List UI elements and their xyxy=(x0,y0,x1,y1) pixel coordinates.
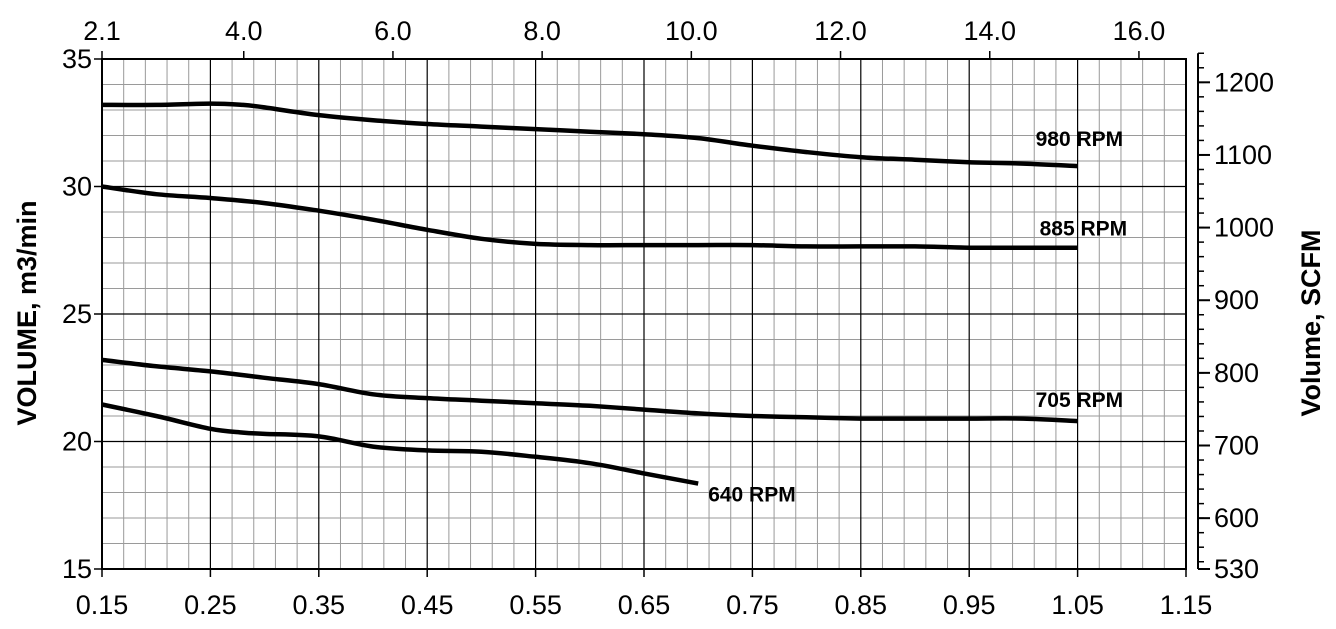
right-tick-label: 700 xyxy=(1214,431,1259,461)
series-line-885-rpm xyxy=(101,184,1078,251)
left-axis-ticks: 15 20 25 30 35 xyxy=(62,44,102,584)
top-tick-label: 8.0 xyxy=(523,16,561,46)
x-tick-label: 0.75 xyxy=(726,590,779,620)
top-tick-label: 14.0 xyxy=(963,16,1016,46)
series-layer xyxy=(101,101,1078,486)
y-tick-label: 15 xyxy=(62,554,92,584)
top-tick-label: 10.0 xyxy=(665,16,718,46)
y-tick-label: 20 xyxy=(62,427,92,457)
top-tick-label: 12.0 xyxy=(814,16,867,46)
right-tick-label: 1100 xyxy=(1214,140,1272,170)
top-tick-label: 2.1 xyxy=(83,16,121,46)
y-tick-label: 35 xyxy=(62,44,92,74)
series-label: 705 RPM xyxy=(1036,389,1124,412)
y-tick-label: 30 xyxy=(62,172,92,202)
x-tick-label: 1.05 xyxy=(1051,590,1104,620)
y-axis-label: VOLUME, m3/min xyxy=(12,200,42,425)
series-line-980-rpm xyxy=(101,101,1078,169)
x-tick-label: 0.95 xyxy=(943,590,996,620)
curve-labels: 980 RPM 885 RPM 705 RPM 640 RPM xyxy=(708,128,1127,506)
y2-axis-label: Volume, SCFM xyxy=(1296,229,1326,416)
bottom-axis-ticks: 0.15 0.25 0.35 0.45 0.55 0.65 0.75 0.85 0.95 1.05… xyxy=(76,569,1213,620)
top-tick-label: 16.0 xyxy=(1113,16,1166,46)
series-label: 640 RPM xyxy=(708,484,796,507)
series-line-640-rpm xyxy=(101,402,699,486)
right-tick-label: 600 xyxy=(1214,503,1259,533)
top-tick-label: 6.0 xyxy=(374,16,412,46)
x-tick-label: 0.35 xyxy=(293,590,346,620)
x-tick-label: 0.55 xyxy=(509,590,562,620)
right-tick-label: 530 xyxy=(1214,554,1259,584)
y-tick-label: 25 xyxy=(62,299,92,329)
x-tick-label: 0.25 xyxy=(184,590,237,620)
right-tick-label: 1200 xyxy=(1214,67,1274,97)
x-tick-label: 0.15 xyxy=(76,590,129,620)
top-tick-label: 4.0 xyxy=(225,16,263,46)
series-label: 980 RPM xyxy=(1036,128,1124,151)
right-tick-label: 900 xyxy=(1214,285,1259,315)
right-tick-label: 1000 xyxy=(1214,213,1274,243)
right-axis: 530 600 700 800 900 1000 1100 1200 xyxy=(1197,52,1274,584)
x-tick-label: 0.65 xyxy=(618,590,671,620)
right-tick-label: 800 xyxy=(1214,358,1259,388)
x-tick-label: 1.15 xyxy=(1160,590,1213,620)
x-tick-label: 0.45 xyxy=(401,590,454,620)
top-axis-ticks: 2.1 4.0 6.0 8.0 10.0 12.0 14.0 16.0 xyxy=(83,16,1165,59)
x-tick-label: 0.85 xyxy=(835,590,888,620)
series-label: 885 RPM xyxy=(1040,218,1128,241)
series-line-705-rpm xyxy=(101,357,1078,424)
